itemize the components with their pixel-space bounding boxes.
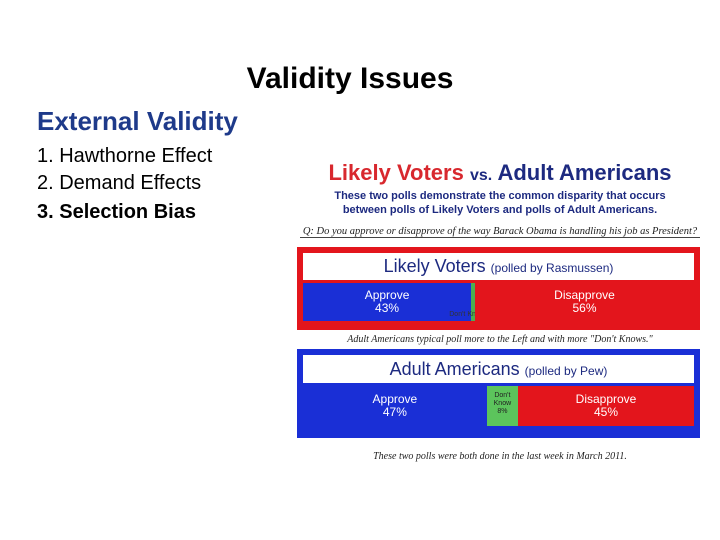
heading-part: vs.: [469, 167, 493, 184]
poll-title: Likely Voters (polled by Rasmussen): [303, 253, 694, 280]
figure-heading: Likely Voters vs. Adult Americans: [300, 160, 700, 186]
figure-description: These two polls demonstrate the common d…: [334, 190, 666, 202]
segment-name: Approve: [364, 288, 410, 302]
poll-box: Likely Voters (polled by Rasmussen) Appro…: [297, 247, 700, 330]
stacked-bar: Approve 47% Don't Know 8% Disapprove 45%: [303, 386, 694, 426]
segment-name: Disapprove: [575, 392, 637, 406]
segment-name: Approve: [372, 392, 418, 406]
segment-label: Don't Know 8%: [487, 392, 518, 416]
segment-label: Approve 47%: [303, 393, 487, 419]
list-item: 3. Selection Bias: [37, 201, 196, 223]
bar-segment: [471, 283, 476, 321]
segment-label: Disapprove 45%: [518, 393, 694, 419]
question: Q: Do you approve or disapprove of the w…: [300, 226, 700, 238]
segment-name: Don't Know: [449, 311, 485, 318]
poll-title: Adult Americans (polled by Pew): [303, 355, 694, 383]
heading-part: Likely Voters: [328, 160, 464, 185]
bar-segment: [486, 386, 519, 426]
segment-label: Disapprove 56%: [475, 289, 694, 315]
footer-note: These two polls were both done in the la…: [373, 451, 627, 462]
segment-name: Disapprove: [554, 288, 615, 302]
bar-segment: [303, 386, 487, 426]
segment-value: 43%: [375, 301, 400, 315]
slide-title: Validity Issues: [246, 62, 454, 95]
figure-description: between polls of Likely Voters and polls…: [342, 204, 658, 216]
poll-source: (polled by Pew): [524, 364, 608, 378]
segment-value: 8%: [497, 408, 508, 415]
subtitle: External Validity: [37, 106, 238, 136]
segment-value: 47%: [382, 405, 407, 419]
heading-part: Adult Americans: [497, 160, 672, 185]
segment-value: 56%: [572, 301, 597, 315]
poll-name: Adult Americans: [389, 359, 520, 379]
bar-segment: [518, 386, 694, 426]
segment-value: 45%: [594, 405, 619, 419]
segment-label: Approve 43%: [303, 289, 471, 315]
poll-source: (polled by Rasmussen): [490, 261, 614, 275]
segment-name: Don't Know: [493, 392, 512, 407]
list-item: 2. Demand Effects: [37, 172, 202, 194]
poll-name: Likely Voters: [383, 256, 486, 276]
bar-segment: [303, 283, 472, 321]
list-item: 1. Hawthorne Effect: [37, 145, 213, 167]
poll-box: Adult Americans (polled by Pew) Approve 47…: [297, 349, 700, 438]
note: Adult Americans typical poll more to the…: [347, 334, 653, 345]
bar-segment: [475, 283, 694, 321]
